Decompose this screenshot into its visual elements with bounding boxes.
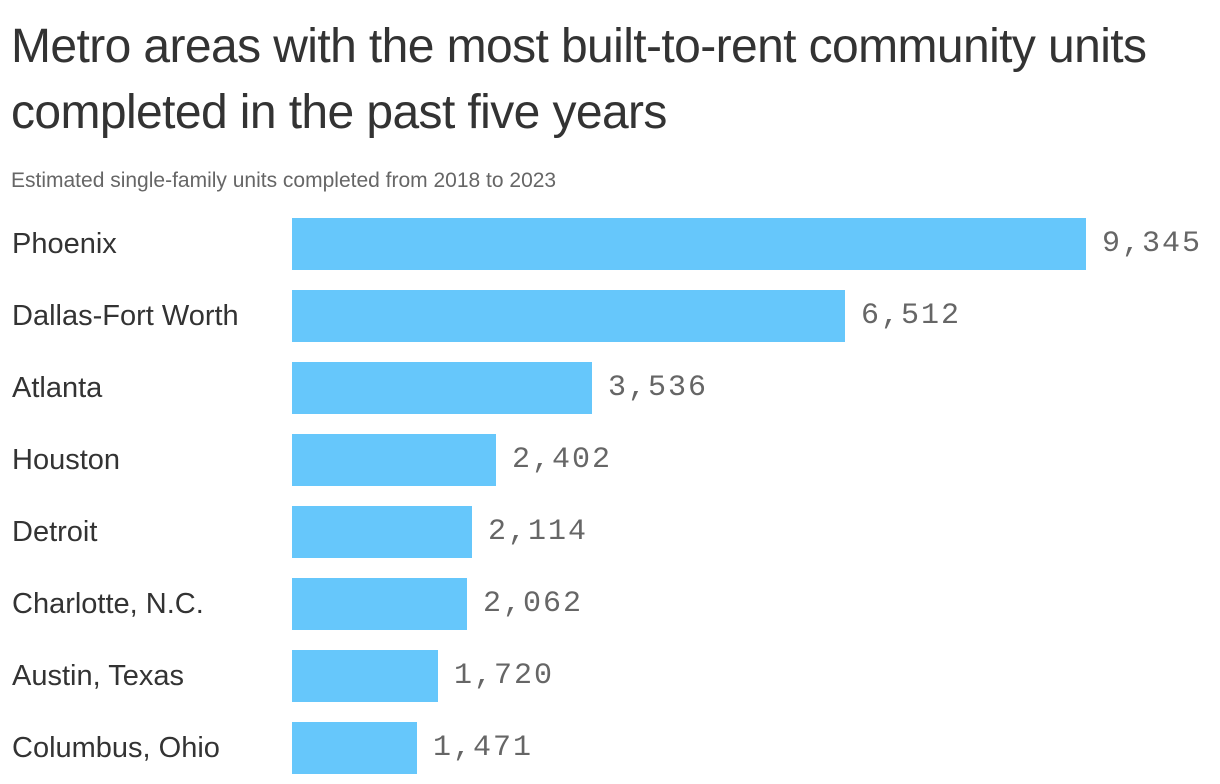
value-label: 2,114 — [488, 515, 588, 549]
value-label: 6,512 — [861, 299, 961, 333]
value-label: 9,345 — [1102, 227, 1202, 261]
value-label: 2,062 — [483, 587, 583, 621]
category-label: Dallas-Fort Worth — [12, 300, 239, 332]
category-label: Charlotte, N.C. — [12, 588, 204, 620]
bar — [292, 650, 438, 702]
category-label: Phoenix — [12, 228, 117, 260]
chart-subtitle: Estimated single-family units completed … — [11, 169, 557, 192]
bar — [292, 578, 467, 630]
category-label: Detroit — [12, 516, 97, 548]
bar — [292, 290, 845, 342]
bar — [292, 506, 472, 558]
category-label: Columbus, Ohio — [12, 732, 220, 764]
bar-chart-plot: Phoenix 9,345 Dallas-Fort Worth 6,512 Atlant… — [12, 218, 1202, 774]
bar — [292, 218, 1086, 270]
value-label: 1,471 — [433, 731, 533, 765]
bar — [292, 722, 417, 774]
value-label: 2,402 — [512, 443, 612, 477]
bar — [292, 434, 496, 486]
category-label: Atlanta — [12, 372, 103, 404]
bar — [292, 362, 592, 414]
value-label: 3,536 — [608, 371, 708, 405]
category-label: Austin, Texas — [12, 660, 184, 692]
value-label: 1,720 — [454, 659, 554, 693]
chart-title: Metro areas with the most built-to-rent … — [11, 20, 1147, 139]
category-label: Houston — [12, 444, 120, 476]
